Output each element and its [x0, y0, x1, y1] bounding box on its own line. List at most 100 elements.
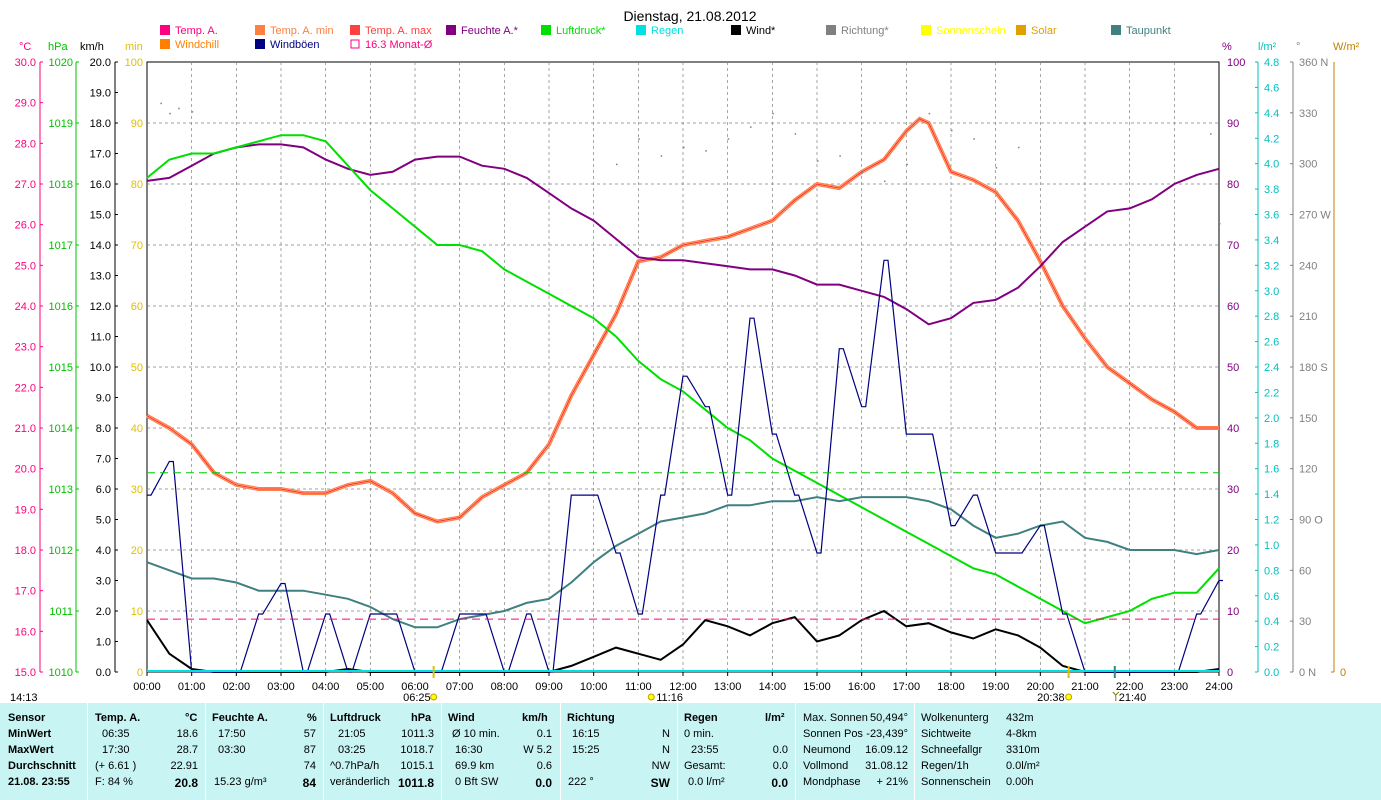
- legend-item: Sonnenschein: [936, 25, 1006, 37]
- stats-press-cur-value: 1011.8: [397, 776, 434, 790]
- axes: 30.0 29.0 28.0 27.0 26.0 25.0 24.0 23.0 22.0 21.0…: [15, 57, 1347, 679]
- tick-label: 9.0: [96, 393, 111, 405]
- tick-label: 7.0: [96, 454, 111, 466]
- unit-solar: W/m²: [1333, 41, 1360, 53]
- direction-point: [160, 102, 162, 105]
- sunrise-label: 06:25: [403, 692, 431, 703]
- x-tick-label: 19:00: [982, 681, 1010, 693]
- stats-press-max-time: 03:25: [338, 744, 366, 756]
- tick-label: 6.0: [96, 484, 111, 496]
- tick-label: 90: [1227, 118, 1239, 130]
- tick-label: 0.6: [1264, 591, 1279, 603]
- direction-point: [683, 146, 685, 149]
- tick-label: 100: [125, 57, 143, 69]
- stats-press-forecast: veränderlich: [330, 776, 390, 788]
- stats-hum-head: Feuchte A.: [212, 712, 268, 724]
- unit-press: hPa: [48, 41, 68, 53]
- tick-label: 8.0: [96, 423, 111, 435]
- stats-dir-r1-value: N: [662, 728, 670, 740]
- tick-label: 0: [1340, 667, 1346, 679]
- tick-label: 27.0: [15, 179, 36, 191]
- moonrise-label: 21:40: [1119, 692, 1147, 703]
- tick-label: 180 S: [1299, 362, 1328, 374]
- tick-label: 14.0: [90, 240, 111, 252]
- stats-misc-r5-value: 0.00h: [1006, 776, 1034, 788]
- tick-label: 0: [1227, 667, 1233, 679]
- tick-label: 4.4: [1264, 108, 1279, 120]
- legend-swatch: [826, 25, 836, 35]
- legend-item: Temp. A.: [175, 25, 218, 37]
- stats-rain-r1-label: 0 min.: [684, 728, 714, 740]
- stats-temp-avg-value: 22.91: [170, 760, 198, 772]
- stats-sun-r5-label: Mondphase: [803, 776, 861, 788]
- axis-units: °C hPa km/h min % l/m² ° W/m²: [19, 41, 1360, 53]
- tick-label: 1013: [49, 484, 73, 496]
- stats-sun-r2-label: Sonnen Pos: [803, 728, 863, 740]
- tick-label: 3.0: [96, 576, 111, 588]
- stats-temp-avg-delta: (+ 6.61 ): [95, 760, 137, 772]
- legend-swatch: [160, 25, 170, 35]
- series-line-temp: [146, 118, 1219, 523]
- tick-label: 1011: [49, 606, 73, 618]
- stats-wind-r2-label: 16:30: [455, 744, 483, 756]
- legend-item: Luftdruck*: [556, 25, 606, 37]
- stats-misc-r3-value: 3310m: [1006, 744, 1040, 756]
- tick-label: 10: [131, 606, 143, 618]
- tick-label: 1012: [49, 545, 73, 557]
- legend-swatch: [255, 39, 265, 49]
- tick-label: 20.0: [15, 464, 36, 476]
- tick-label: 20: [131, 545, 143, 557]
- direction-point: [750, 126, 752, 128]
- tick-label: 1016: [49, 301, 73, 313]
- stats-wind-r3-label: 69.9 km: [455, 760, 495, 772]
- x-tick-label: 14:00: [759, 681, 787, 693]
- tick-label: 1.4: [1264, 489, 1279, 501]
- tick-label: 120: [1299, 464, 1317, 476]
- x-tick-label: 03:00: [267, 681, 295, 693]
- tick-label: 1.0: [96, 637, 111, 649]
- tick-label: 4.0: [96, 545, 111, 557]
- stats-dir-r2-label: 15:25: [572, 744, 600, 756]
- stats-misc-r1-label: Wolkenunterg: [921, 712, 989, 724]
- direction-point: [817, 160, 819, 162]
- tick-label: 1020: [49, 57, 73, 69]
- tick-label: 1010: [49, 667, 73, 679]
- stats-sun-r1-value: 50,494°: [869, 712, 908, 724]
- tick-label: 20: [1227, 545, 1239, 557]
- tick-label: 1.8: [1264, 438, 1279, 450]
- stats-dir-r2-value: N: [662, 744, 670, 756]
- tick-label: 19.0: [90, 88, 111, 100]
- tick-label: 300: [1299, 159, 1317, 171]
- direction-point: [191, 111, 194, 113]
- stats-wind-head: Wind: [448, 712, 475, 724]
- tick-label: 3.6: [1264, 210, 1279, 222]
- stats-misc-r2-value: 4-8km: [1006, 728, 1037, 740]
- time-marks: 14:13 06:25 11:16 20:38 21:40: [10, 666, 1146, 703]
- legend-swatch: [541, 25, 551, 35]
- x-tick-label: 20:00: [1027, 681, 1055, 693]
- direction-point: [727, 138, 730, 140]
- tick-label: 3.8: [1264, 184, 1279, 196]
- stats-wind-r1-label: Ø 10 min.: [452, 728, 500, 740]
- direction-point: [1219, 222, 1221, 225]
- tick-label: 30: [131, 484, 143, 496]
- tick-label: 26.0: [15, 220, 36, 232]
- x-tick-label: 05:00: [357, 681, 385, 693]
- tick-label: 19.0: [15, 504, 36, 516]
- stats-rain-r4-value: 0.0: [771, 776, 788, 790]
- tick-label: 0: [137, 667, 143, 679]
- x-tick-label: 15:00: [803, 681, 831, 693]
- tick-label: 28.0: [15, 138, 36, 150]
- legend-swatch: [921, 25, 931, 35]
- x-tick-label: 09:00: [535, 681, 563, 693]
- unit-temp: °C: [19, 41, 31, 53]
- stats-temp-head: Temp. A.: [95, 712, 141, 724]
- tick-label: 22.0: [15, 382, 36, 394]
- tick-label: 16.0: [15, 626, 36, 638]
- tick-label: 210: [1299, 311, 1317, 323]
- x-tick-label: 12:00: [669, 681, 697, 693]
- tick-label: 1014: [49, 423, 73, 435]
- stats-hum-min-value: 57: [303, 728, 316, 740]
- stats-hum-max-time: 03:30: [218, 744, 246, 756]
- legend-item: Solar: [1031, 25, 1057, 37]
